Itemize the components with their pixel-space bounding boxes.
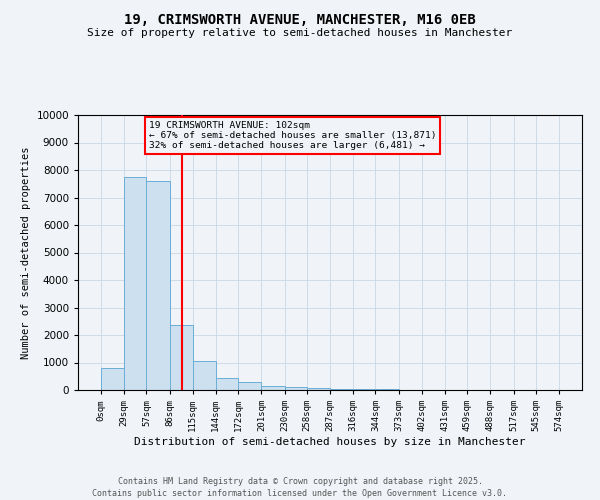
X-axis label: Distribution of semi-detached houses by size in Manchester: Distribution of semi-detached houses by … xyxy=(134,437,526,447)
Bar xyxy=(262,386,284,390)
Text: Size of property relative to semi-detached houses in Manchester: Size of property relative to semi-detach… xyxy=(88,28,512,38)
Text: Contains HM Land Registry data © Crown copyright and database right 2025.
Contai: Contains HM Land Registry data © Crown c… xyxy=(92,476,508,498)
Bar xyxy=(284,387,307,390)
Text: 19 CRIMSWORTH AVENUE: 102sqm
← 67% of semi-detached houses are smaller (13,871)
: 19 CRIMSWORTH AVENUE: 102sqm ← 67% of se… xyxy=(149,120,436,150)
Bar xyxy=(101,368,124,390)
Bar xyxy=(146,181,170,390)
Y-axis label: Number of semi-detached properties: Number of semi-detached properties xyxy=(21,146,31,359)
Bar xyxy=(193,361,216,390)
Bar xyxy=(307,388,330,390)
Bar xyxy=(238,382,262,390)
Bar xyxy=(353,389,376,390)
Text: 19, CRIMSWORTH AVENUE, MANCHESTER, M16 0EB: 19, CRIMSWORTH AVENUE, MANCHESTER, M16 0… xyxy=(124,12,476,26)
Bar xyxy=(216,378,238,390)
Bar xyxy=(124,177,146,390)
Bar xyxy=(170,326,193,390)
Bar xyxy=(330,388,353,390)
